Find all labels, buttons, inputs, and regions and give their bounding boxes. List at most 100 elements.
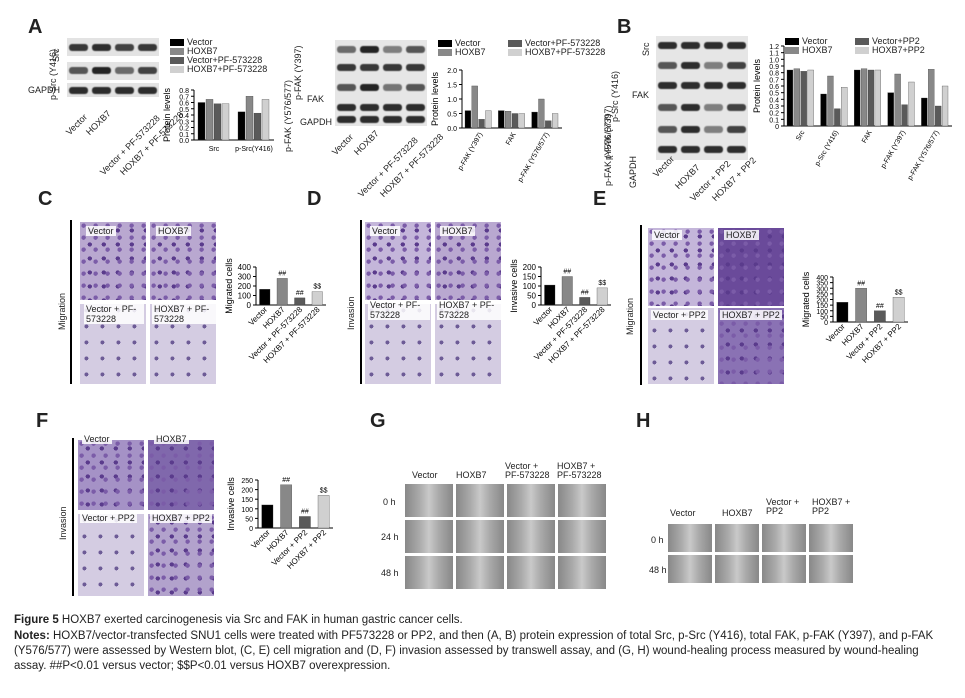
bar: [317, 495, 330, 529]
y-tick-label: 150: [523, 273, 537, 282]
blot-band: [138, 67, 157, 74]
y-tick-label: 0.6: [179, 101, 189, 108]
wound-image: [507, 484, 555, 517]
wound-time: 24 h: [381, 532, 399, 542]
bar: [261, 99, 270, 141]
wound-col-label: HOXB7: [722, 508, 753, 518]
legend-item: HOXB7+PP2: [855, 45, 925, 55]
bar: [860, 68, 868, 127]
y-tick-label: 1.0: [769, 57, 779, 64]
blot-band: [681, 82, 700, 89]
y-tick-label: 0.3: [179, 119, 189, 126]
micro-label: Vector: [82, 434, 112, 444]
blot-band: [704, 82, 723, 89]
wound-image: [558, 484, 606, 517]
bar: [498, 110, 505, 129]
significance-mark: ##: [876, 303, 884, 310]
side-label-invasion: Invasion: [346, 296, 356, 330]
panel-label-f: F: [36, 410, 49, 432]
micrograph-vector-pp2: [78, 514, 144, 596]
micro-label: HOXB7: [724, 230, 759, 240]
blot-band: [92, 44, 111, 51]
bar: [205, 99, 214, 141]
y-tick-label: 0.4: [769, 97, 779, 104]
figure-caption-notes: Notes: HOXB7/vector-transfected SNU1 cel…: [14, 630, 934, 672]
bar: [478, 119, 485, 129]
y-tick-label: 2.0: [447, 68, 457, 75]
bar: [908, 81, 915, 127]
y-tick-label: 250: [816, 292, 828, 299]
y-tick-label: 200: [816, 298, 828, 305]
wound-image: [762, 555, 806, 583]
micro-label: HOXB7 + PP2: [150, 513, 212, 523]
bracket: [360, 220, 362, 384]
blot-band: [658, 146, 677, 153]
y-tick-label: 0.1: [179, 132, 189, 139]
wound-image: [558, 556, 606, 589]
wound-col-label: HOXB7 + PF-573228: [557, 461, 602, 480]
wound-image: [809, 555, 853, 583]
bar: [464, 110, 471, 129]
blot-band: [337, 116, 356, 123]
y-tick-label: 250: [241, 478, 253, 485]
row-label: FAK: [632, 90, 650, 100]
blot-band: [92, 67, 111, 74]
wound-image: [405, 556, 453, 589]
chart-a-left: 0.00.10.20.30.40.50.60.70.8 Protein level…: [162, 87, 274, 153]
micro-label: HOXB7: [154, 434, 189, 444]
blot-band: [727, 126, 746, 133]
blot-band: [383, 84, 402, 91]
legend-item: HOXB7+PF-573228: [170, 64, 267, 74]
blot-band: [138, 87, 157, 94]
chart-b: 00.10.20.30.40.50.60.70.80.91.01.11.2 Pro…: [752, 44, 952, 182]
bar: [579, 297, 591, 306]
col-label: HOXB7: [84, 108, 113, 138]
blot-band: [658, 42, 677, 49]
bracket: [640, 225, 642, 385]
y-axis-label: Invasive cells: [509, 259, 519, 313]
panel-label-a: A: [28, 16, 43, 38]
wound-image: [558, 520, 606, 553]
bar: [854, 69, 861, 127]
y-tick-label: 0.5: [769, 91, 779, 98]
side-label-migration: Migration: [625, 297, 635, 335]
bar: [901, 104, 908, 127]
bar: [197, 102, 206, 141]
y-tick-label: 100: [238, 292, 252, 301]
bar: [518, 113, 525, 129]
micro-label: HOXB7 + PF-573228: [437, 300, 503, 320]
y-tick-label: 0.9: [769, 64, 779, 71]
y-tick-label: 0.2: [769, 111, 779, 118]
blot-band: [337, 64, 356, 71]
row-label: GAPDH: [28, 85, 61, 95]
y-tick-label: 0.4: [179, 113, 189, 120]
wound-image: [456, 520, 504, 553]
significance-mark: ##: [301, 508, 309, 515]
wound-col-label: Vector: [412, 470, 438, 480]
micro-label: Vector: [652, 230, 682, 240]
bar: [545, 120, 552, 129]
bar: [894, 73, 901, 127]
panel-label-g: G: [370, 410, 386, 432]
y-tick-label: 350: [816, 281, 828, 288]
legend-item: Vector+PP2: [855, 36, 920, 46]
legend-item: Vector: [785, 36, 828, 46]
blot-band: [406, 116, 425, 123]
micro-label: Vector + PP2: [80, 513, 137, 523]
y-axis-label: Migrated cells: [224, 258, 234, 314]
x-tick-label: p-FAK (Y576/577): [907, 130, 941, 182]
bar: [471, 85, 478, 129]
y-tick-label: 0.0: [447, 126, 457, 133]
y-tick-label: 400: [238, 263, 252, 272]
blot-band: [383, 64, 402, 71]
y-tick-label: 0: [532, 301, 537, 310]
wound-image: [668, 524, 712, 552]
bar: [935, 105, 942, 127]
blot-band: [658, 62, 677, 69]
y-tick-label: 0.8: [769, 71, 779, 78]
row-label: p-FAK (Y576/577): [603, 113, 613, 186]
micro-label: Vector + PP2: [651, 310, 708, 320]
wound-image: [507, 520, 555, 553]
blot-a-psrc: [67, 62, 159, 80]
